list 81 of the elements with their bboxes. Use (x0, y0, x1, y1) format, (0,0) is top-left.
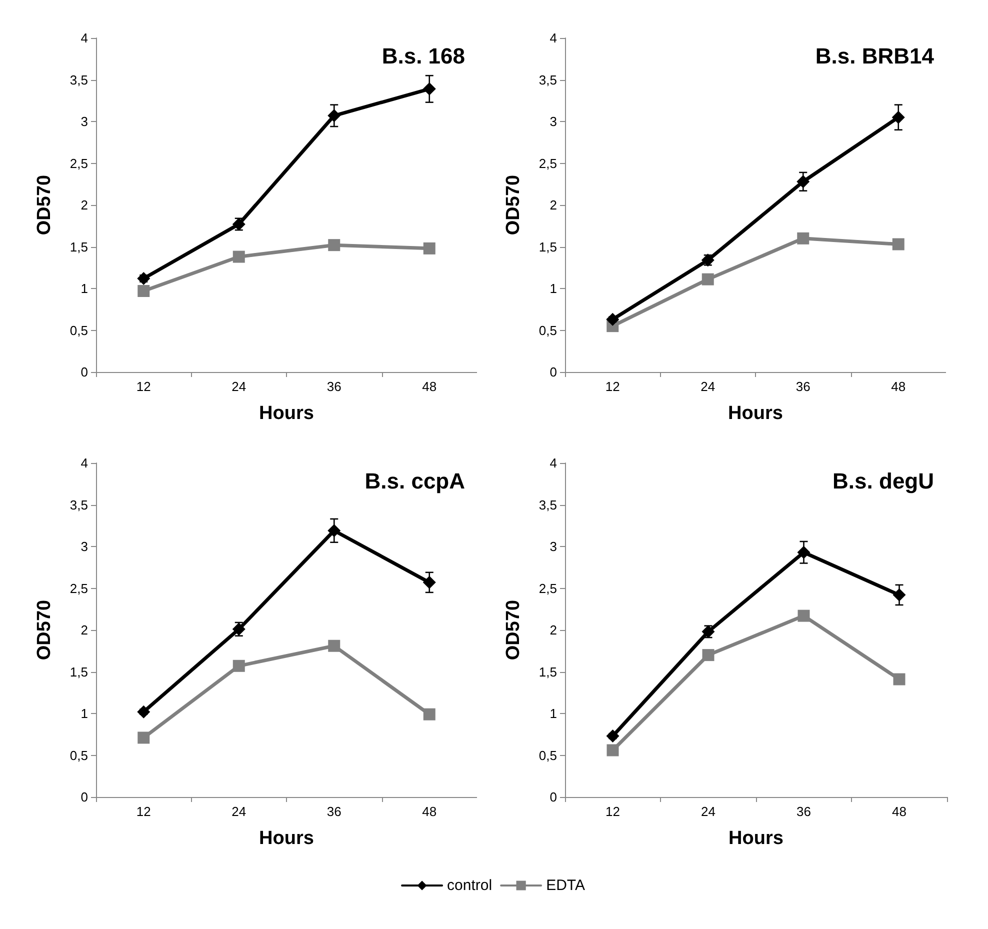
x-tick-label: 12 (136, 379, 151, 394)
y-tick-label: 3 (550, 114, 557, 129)
legend-label: EDTA (546, 877, 585, 894)
x-tick-label: 12 (136, 804, 151, 819)
y-tick-label: 2 (550, 622, 557, 638)
point (328, 640, 340, 652)
point (328, 239, 340, 252)
x-tick-label: 36 (326, 804, 342, 819)
x-tick-label: 24 (232, 804, 246, 819)
y-axis-title: OD570 (503, 600, 524, 660)
y-tick-label: 0 (80, 790, 88, 804)
y-tick-label: 4 (80, 30, 88, 46)
point (423, 708, 436, 720)
x-axis-title: Hours (728, 828, 784, 849)
y-tick-label: 3,5 (538, 72, 557, 88)
y-tick-label: 1,5 (538, 664, 557, 680)
legend-label: control (447, 877, 492, 894)
point (232, 250, 245, 263)
y-tick-label: 2,5 (70, 156, 88, 171)
chart-title: B.s. ccpA (364, 468, 466, 494)
x-tick-label: 48 (422, 804, 437, 819)
point (702, 649, 714, 662)
x-tick-label: 12 (606, 804, 620, 819)
x-axis-title: Hours (259, 403, 314, 424)
y-tick-label: 0,5 (70, 322, 88, 338)
x-tick-label: 24 (701, 804, 716, 819)
y-tick-label: 0 (80, 364, 88, 380)
point (606, 744, 619, 756)
y-tick-label: 4 (550, 30, 557, 46)
y-tick-label: 0,5 (538, 322, 557, 338)
chart-title: B.s. degU (832, 468, 934, 494)
point (232, 660, 245, 672)
y-tick-label: 0,5 (70, 748, 88, 763)
y-tick-label: 2,5 (70, 580, 88, 596)
y-tick-label: 1 (550, 706, 557, 721)
point (892, 238, 904, 250)
point (702, 273, 714, 286)
y-tick-label: 0 (550, 790, 557, 804)
y-tick-label: 1 (550, 281, 557, 296)
y-tick-label: 3 (550, 539, 557, 554)
y-tick-label: 1,5 (538, 239, 557, 254)
y-tick-label: 3,5 (70, 497, 88, 512)
x-tick-label: 48 (892, 804, 906, 819)
chart-title: B.s. BRB14 (815, 44, 935, 68)
x-tick-label: 36 (796, 804, 811, 819)
y-tick-label: 1,5 (70, 664, 88, 680)
y-tick-label: 0 (550, 364, 557, 380)
y-tick-label: 1,5 (70, 239, 88, 254)
x-tick-label: 24 (700, 379, 716, 394)
y-tick-label: 2,5 (538, 156, 557, 171)
y-tick-label: 3,5 (70, 72, 88, 88)
y-tick-label: 0,5 (538, 748, 557, 763)
y-tick-label: 3 (80, 539, 88, 554)
y-tick-label: 4 (80, 456, 88, 470)
point (797, 232, 810, 244)
y-tick-label: 4 (550, 456, 557, 470)
x-tick-label: 36 (796, 379, 810, 394)
y-tick-label: 2 (550, 198, 557, 212)
y-tick-label: 1 (80, 281, 88, 296)
y-axis-title: OD570 (34, 174, 55, 236)
y-axis-title: OD570 (34, 600, 55, 660)
x-tick-label: 12 (605, 379, 620, 394)
y-tick-label: 3,5 (538, 497, 557, 512)
y-tick-label: 3 (80, 114, 88, 129)
y-tick-label: 2 (80, 198, 88, 212)
x-axis-title: Hours (259, 828, 314, 849)
point (423, 242, 436, 254)
x-axis-title: Hours (728, 403, 783, 424)
y-tick-label: 1 (80, 706, 88, 721)
point (138, 732, 150, 744)
point (893, 673, 906, 686)
y-tick-label: 2 (80, 622, 88, 638)
point (138, 285, 150, 298)
x-tick-label: 36 (326, 379, 342, 394)
y-tick-label: 2,5 (538, 580, 557, 596)
chart-title: B.s. 168 (382, 44, 466, 68)
x-tick-label: 24 (232, 379, 246, 394)
x-tick-label: 48 (891, 379, 906, 394)
point (798, 610, 810, 622)
x-tick-label: 48 (422, 379, 437, 394)
y-axis-title: OD570 (503, 174, 524, 236)
